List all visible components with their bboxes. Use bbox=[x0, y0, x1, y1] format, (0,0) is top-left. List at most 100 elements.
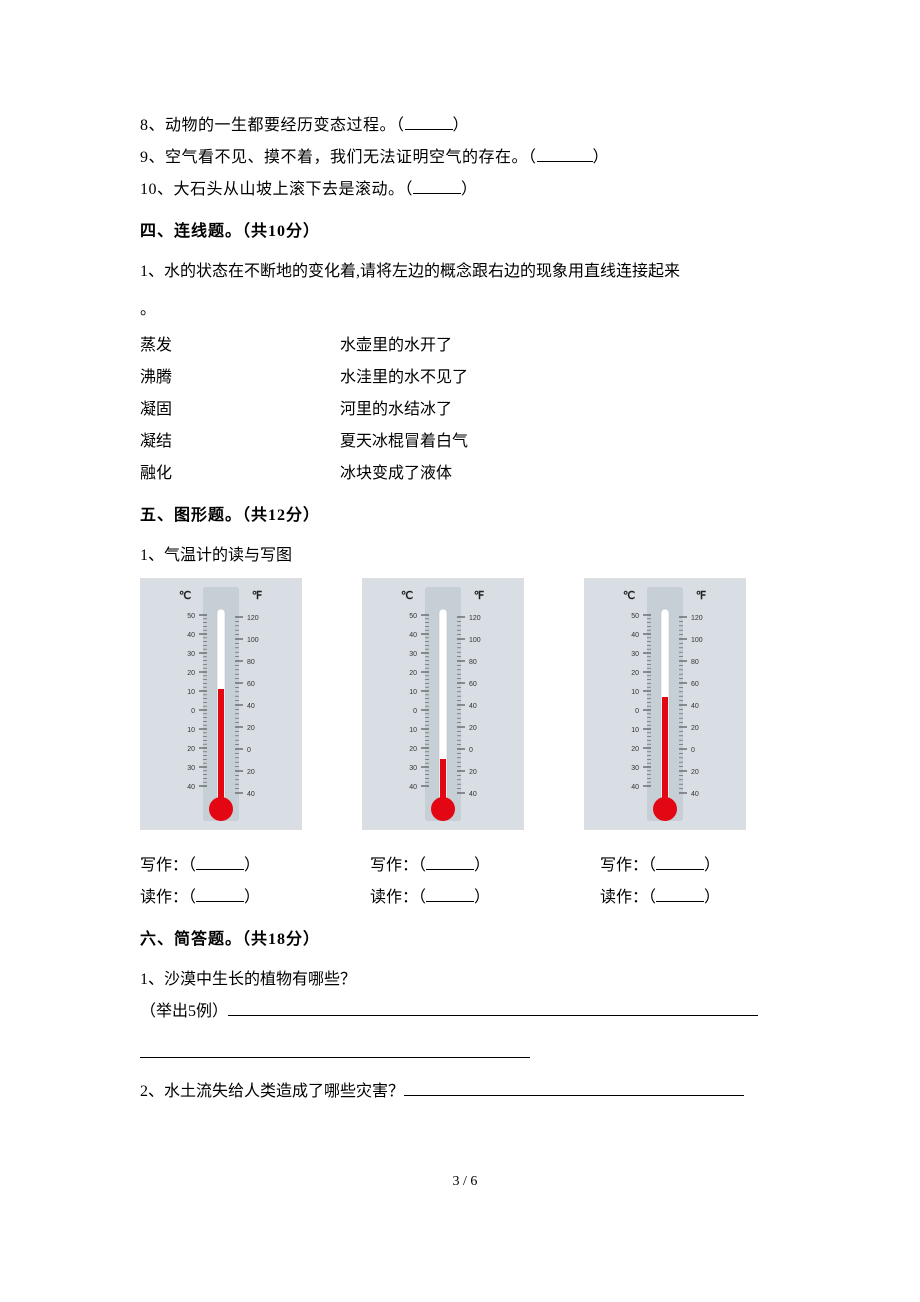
svg-text:10: 10 bbox=[187, 727, 195, 734]
write-col: 写作：（） bbox=[370, 850, 560, 882]
thermometer-2: ℃℉50403020100102030401201008060402002040 bbox=[362, 578, 524, 830]
section-6-q1: 1、沙漠中生长的植物有哪些？ bbox=[140, 964, 790, 996]
section-5-intro: 1、气温计的读与写图 bbox=[140, 540, 790, 572]
svg-text:20: 20 bbox=[409, 746, 417, 753]
match-row: 凝固河里的水结冰了 bbox=[140, 394, 790, 426]
svg-text:0: 0 bbox=[413, 708, 417, 715]
read-col: 读作：（） bbox=[600, 882, 790, 914]
svg-text:20: 20 bbox=[247, 769, 255, 776]
thermo-svg: ℃℉50403020100102030401201008060402002040 bbox=[141, 579, 301, 829]
blank[interactable] bbox=[656, 855, 704, 870]
svg-text:40: 40 bbox=[247, 703, 255, 710]
read-end: ） bbox=[474, 889, 490, 906]
svg-text:℉: ℉ bbox=[252, 590, 263, 602]
svg-text:0: 0 bbox=[191, 708, 195, 715]
match-row: 融化冰块变成了液体 bbox=[140, 458, 790, 490]
read-label: 读作：（ bbox=[370, 889, 426, 906]
svg-text:20: 20 bbox=[691, 769, 699, 776]
svg-text:20: 20 bbox=[631, 670, 639, 677]
svg-text:20: 20 bbox=[631, 746, 639, 753]
svg-text:10: 10 bbox=[631, 689, 639, 696]
svg-text:40: 40 bbox=[409, 632, 417, 639]
svg-text:40: 40 bbox=[247, 791, 255, 798]
svg-text:20: 20 bbox=[469, 725, 477, 732]
write-end: ） bbox=[704, 857, 720, 874]
svg-text:50: 50 bbox=[187, 613, 195, 620]
thermometer-1: ℃℉50403020100102030401201008060402002040 bbox=[140, 578, 302, 830]
svg-text:℃: ℃ bbox=[623, 590, 635, 602]
read-end: ） bbox=[244, 889, 260, 906]
svg-text:20: 20 bbox=[187, 746, 195, 753]
svg-text:℃: ℃ bbox=[401, 590, 413, 602]
match-row: 沸腾水洼里的水不见了 bbox=[140, 362, 790, 394]
q8-text: 8、动物的一生都要经历变态过程。（ bbox=[140, 117, 405, 134]
svg-text:10: 10 bbox=[409, 689, 417, 696]
svg-text:50: 50 bbox=[409, 613, 417, 620]
svg-text:80: 80 bbox=[469, 659, 477, 666]
write-label: 写作：（ bbox=[370, 857, 426, 874]
svg-text:20: 20 bbox=[187, 670, 195, 677]
question-8: 8、动物的一生都要经历变态过程。（ ） bbox=[140, 110, 790, 142]
match-left: 凝固 bbox=[140, 394, 340, 426]
read-label: 读作：（ bbox=[600, 889, 656, 906]
match-right: 水壶里的水开了 bbox=[340, 330, 790, 362]
blank[interactable] bbox=[413, 179, 461, 194]
blank[interactable] bbox=[196, 855, 244, 870]
blank[interactable] bbox=[196, 887, 244, 902]
section-6-q2-row: 2、水土流失给人类造成了哪些灾害？ bbox=[140, 1076, 790, 1108]
svg-text:120: 120 bbox=[469, 615, 481, 622]
blank[interactable] bbox=[405, 115, 453, 130]
period: 。 bbox=[140, 294, 790, 326]
svg-text:120: 120 bbox=[691, 615, 703, 622]
svg-text:30: 30 bbox=[409, 651, 417, 658]
section-6-q1b-row: （举出5例） bbox=[140, 996, 790, 1028]
svg-text:40: 40 bbox=[631, 784, 639, 791]
svg-text:30: 30 bbox=[631, 651, 639, 658]
svg-text:60: 60 bbox=[247, 681, 255, 688]
svg-text:40: 40 bbox=[409, 784, 417, 791]
svg-text:10: 10 bbox=[187, 689, 195, 696]
write-label: 写作：（ bbox=[600, 857, 656, 874]
answer-line[interactable] bbox=[140, 1043, 530, 1058]
write-col: 写作：（） bbox=[140, 850, 330, 882]
blank[interactable] bbox=[426, 855, 474, 870]
svg-text:80: 80 bbox=[247, 659, 255, 666]
answer-line[interactable] bbox=[228, 1001, 758, 1016]
q9-end: ） bbox=[593, 149, 610, 166]
match-left: 融化 bbox=[140, 458, 340, 490]
svg-text:60: 60 bbox=[469, 681, 477, 688]
blank[interactable] bbox=[426, 887, 474, 902]
q1b-label: （举出5例） bbox=[140, 1003, 228, 1020]
answer-line[interactable] bbox=[404, 1081, 744, 1096]
svg-text:℉: ℉ bbox=[696, 590, 707, 602]
section-6-title: 六、简答题。（共18分） bbox=[140, 924, 790, 956]
q8-end: ） bbox=[453, 117, 470, 134]
q10-end: ） bbox=[461, 181, 478, 198]
svg-text:40: 40 bbox=[469, 703, 477, 710]
write-label: 写作：（ bbox=[140, 857, 196, 874]
svg-text:20: 20 bbox=[247, 725, 255, 732]
svg-text:60: 60 bbox=[691, 681, 699, 688]
svg-text:0: 0 bbox=[691, 747, 695, 754]
svg-text:20: 20 bbox=[409, 670, 417, 677]
svg-text:40: 40 bbox=[187, 632, 195, 639]
match-left: 沸腾 bbox=[140, 362, 340, 394]
read-col: 读作：（） bbox=[140, 882, 330, 914]
svg-text:℃: ℃ bbox=[179, 590, 191, 602]
svg-text:100: 100 bbox=[691, 637, 703, 644]
blank[interactable] bbox=[656, 887, 704, 902]
write-col: 写作：（ ） bbox=[600, 850, 790, 882]
q9-text: 9、空气看不见、摸不着，我们无法证明空气的存在。（ bbox=[140, 149, 537, 166]
page-content: 8、动物的一生都要经历变态过程。（ ） 9、空气看不见、摸不着，我们无法证明空气的… bbox=[0, 0, 920, 1236]
match-row: 凝结夏天冰棍冒着白气 bbox=[140, 426, 790, 458]
svg-text:30: 30 bbox=[187, 765, 195, 772]
svg-text:30: 30 bbox=[409, 765, 417, 772]
svg-text:℉: ℉ bbox=[474, 590, 485, 602]
svg-text:40: 40 bbox=[691, 703, 699, 710]
blank[interactable] bbox=[537, 147, 593, 162]
section-4-intro: 1、水的状态在不断地的变化着,请将左边的概念跟右边的现象用直线连接起来 bbox=[140, 256, 790, 288]
thermo-svg: ℃℉50403020100102030401201008060402002040 bbox=[585, 579, 745, 829]
section-5-title: 五、图形题。（共12分） bbox=[140, 500, 790, 532]
svg-text:10: 10 bbox=[631, 727, 639, 734]
write-row: 写作：（） 写作：（） 写作：（） bbox=[140, 850, 790, 882]
